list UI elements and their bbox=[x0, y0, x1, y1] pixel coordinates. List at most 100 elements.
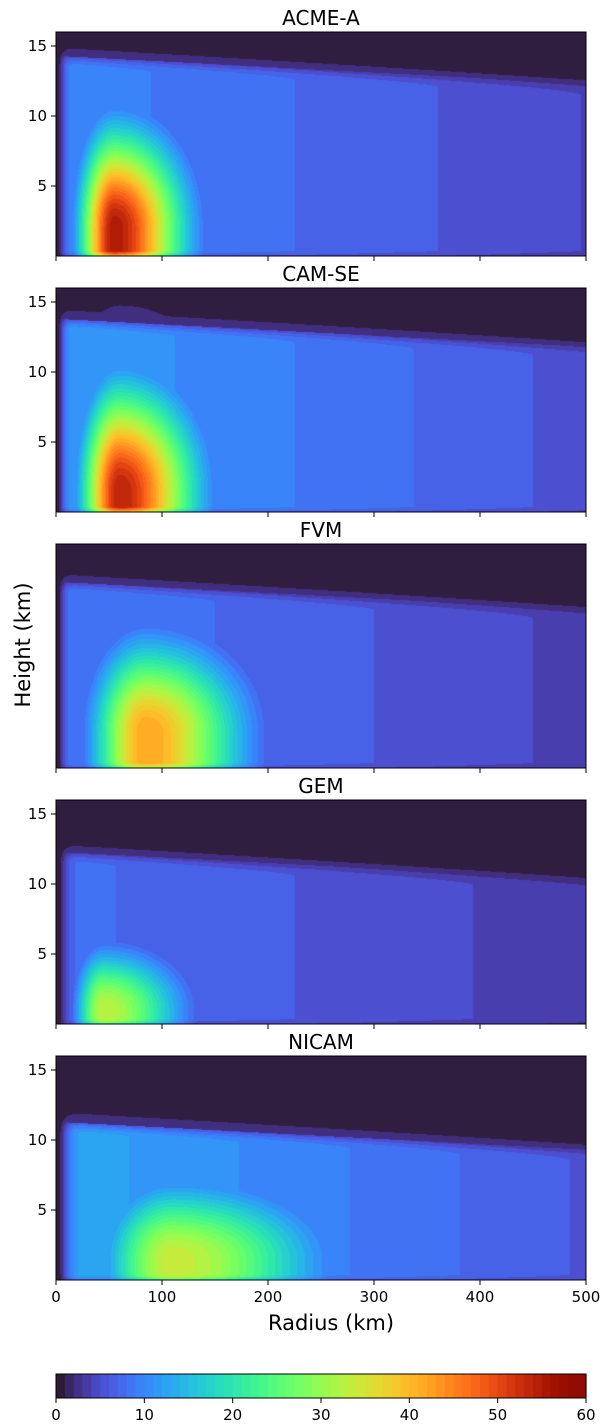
y-tick-label: 15 bbox=[28, 293, 47, 311]
panel-acme-a: ACME-A 5 10 15 bbox=[28, 6, 587, 261]
x-tick-label: 200 bbox=[254, 1288, 283, 1306]
y-tick-label: 15 bbox=[28, 37, 47, 55]
x-tick-label: 0 bbox=[51, 1288, 61, 1306]
colorbar-band bbox=[135, 1374, 145, 1398]
panel-title: NICAM bbox=[288, 1030, 354, 1054]
y-tick-label: 10 bbox=[28, 1131, 47, 1149]
colorbar-band bbox=[285, 1374, 296, 1398]
y-axis-label: Height (km) bbox=[11, 582, 35, 707]
colorbar-band bbox=[117, 1374, 128, 1398]
colorbar-band bbox=[480, 1374, 490, 1398]
colorbar-band bbox=[453, 1374, 463, 1398]
colorbar-band bbox=[91, 1374, 101, 1398]
colorbar-band bbox=[73, 1374, 84, 1398]
colorbar-band bbox=[427, 1374, 437, 1398]
panels-group: ACME-A 5 10 15 CAM-SE 5 10 15 FVM GEM 5 10 15 NICAM 5 1… bbox=[28, 6, 600, 1306]
colorbar-band bbox=[276, 1374, 287, 1398]
colorbar-band bbox=[515, 1374, 525, 1398]
colorbar-band bbox=[82, 1374, 92, 1398]
colorbar-band bbox=[162, 1374, 172, 1398]
colorbar-band bbox=[506, 1374, 516, 1398]
colorbar-band bbox=[56, 1374, 66, 1398]
colorbar-band bbox=[400, 1374, 410, 1398]
colorbar-band bbox=[391, 1374, 402, 1398]
colorbar-band bbox=[179, 1374, 190, 1398]
colorbar-tick-label: 20 bbox=[223, 1406, 242, 1424]
colorbar-band bbox=[524, 1374, 534, 1398]
panel-fvm: FVM bbox=[55, 518, 587, 773]
colorbar-band bbox=[64, 1374, 75, 1398]
colorbar-band bbox=[435, 1374, 446, 1398]
plot-frame bbox=[55, 1055, 587, 1281]
colorbar-band bbox=[347, 1374, 357, 1398]
colorbar-band bbox=[215, 1374, 225, 1398]
y-tick-label: 15 bbox=[28, 805, 47, 823]
x-axis-label: Radius (km) bbox=[268, 1311, 394, 1335]
colorbar-band bbox=[541, 1374, 552, 1398]
colorbar-band bbox=[497, 1374, 508, 1398]
colorbar-band bbox=[533, 1374, 543, 1398]
colorbar-band bbox=[550, 1374, 561, 1398]
x-tick-label: 500 bbox=[572, 1288, 601, 1306]
colorbar-band bbox=[577, 1374, 587, 1398]
colorbar-band bbox=[303, 1374, 313, 1398]
x-tick-label: 400 bbox=[466, 1288, 495, 1306]
plot-frame bbox=[55, 31, 587, 257]
colorbar-band bbox=[126, 1374, 137, 1398]
colorbar-band bbox=[356, 1374, 366, 1398]
colorbar-band bbox=[144, 1374, 154, 1398]
y-tick-label: 5 bbox=[37, 433, 47, 451]
heatmap-cam-se bbox=[56, 288, 586, 512]
colorbar: 0 10 20 30 40 50 60 bbox=[51, 1373, 596, 1424]
colorbar-band bbox=[241, 1374, 251, 1398]
heatmap-nicam bbox=[56, 1056, 586, 1280]
colorbar-tick-label: 30 bbox=[311, 1406, 330, 1424]
panel-gem: GEM 5 10 15 bbox=[28, 774, 587, 1029]
y-tick-label: 10 bbox=[28, 107, 47, 125]
y-tick-label: 15 bbox=[28, 1061, 47, 1079]
panel-title: GEM bbox=[298, 774, 343, 798]
colorbar-band bbox=[206, 1374, 216, 1398]
colorbar-band bbox=[321, 1374, 331, 1398]
colorbar-band bbox=[382, 1374, 393, 1398]
colorbar-band bbox=[109, 1374, 119, 1398]
y-tick-label: 10 bbox=[28, 875, 47, 893]
panel-cam-se: CAM-SE 5 10 15 bbox=[28, 262, 587, 517]
colorbar-band bbox=[418, 1374, 428, 1398]
y-tick-label: 5 bbox=[37, 177, 47, 195]
colorbar-band bbox=[444, 1374, 455, 1398]
colorbar-band bbox=[100, 1374, 110, 1398]
plot-frame bbox=[55, 543, 587, 769]
colorbar-band bbox=[250, 1374, 260, 1398]
plot-frame bbox=[55, 799, 587, 1025]
colorbar-band bbox=[259, 1374, 269, 1398]
colorbar-band bbox=[462, 1374, 472, 1398]
plot-frame bbox=[55, 287, 587, 513]
colorbar-tick-label: 50 bbox=[488, 1406, 507, 1424]
colorbar-band bbox=[197, 1374, 207, 1398]
y-tick-label: 10 bbox=[28, 363, 47, 381]
panel-title: CAM-SE bbox=[282, 262, 359, 286]
x-tick-label: 300 bbox=[360, 1288, 389, 1306]
colorbar-band bbox=[153, 1374, 163, 1398]
panel-title: ACME-A bbox=[282, 6, 360, 30]
colorbar-tick-label: 0 bbox=[51, 1406, 61, 1424]
colorbar-band bbox=[559, 1374, 569, 1398]
x-tick-label: 100 bbox=[148, 1288, 177, 1306]
colorbar-tick-label: 10 bbox=[135, 1406, 154, 1424]
colorbar-band bbox=[409, 1374, 419, 1398]
colorbar-band bbox=[170, 1374, 181, 1398]
colorbar-band bbox=[268, 1374, 278, 1398]
panel-title: FVM bbox=[300, 518, 342, 542]
heatmap-acme-a bbox=[56, 32, 586, 256]
colorbar-band bbox=[312, 1374, 322, 1398]
panel-nicam: NICAM 5 10 15 0 100 200 300 400 500 bbox=[28, 1030, 600, 1306]
y-tick-label: 5 bbox=[37, 945, 47, 963]
colorbar-band bbox=[488, 1374, 499, 1398]
colorbar-band bbox=[329, 1374, 340, 1398]
colorbar-band bbox=[294, 1374, 304, 1398]
colorbar-band bbox=[232, 1374, 243, 1398]
colorbar-band bbox=[365, 1374, 375, 1398]
colorbar-band bbox=[223, 1374, 234, 1398]
